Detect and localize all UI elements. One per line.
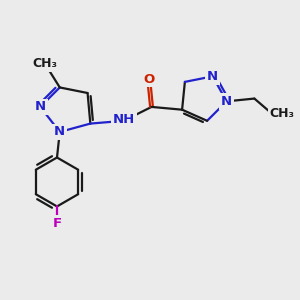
Text: CH₃: CH₃	[32, 57, 57, 70]
Text: N: N	[207, 70, 218, 83]
Text: CH₃: CH₃	[270, 107, 295, 120]
Text: N: N	[221, 95, 232, 108]
Text: O: O	[143, 73, 154, 85]
Text: N: N	[35, 100, 46, 113]
Text: NH: NH	[112, 113, 135, 126]
Text: F: F	[52, 217, 62, 230]
Text: N: N	[54, 125, 65, 138]
